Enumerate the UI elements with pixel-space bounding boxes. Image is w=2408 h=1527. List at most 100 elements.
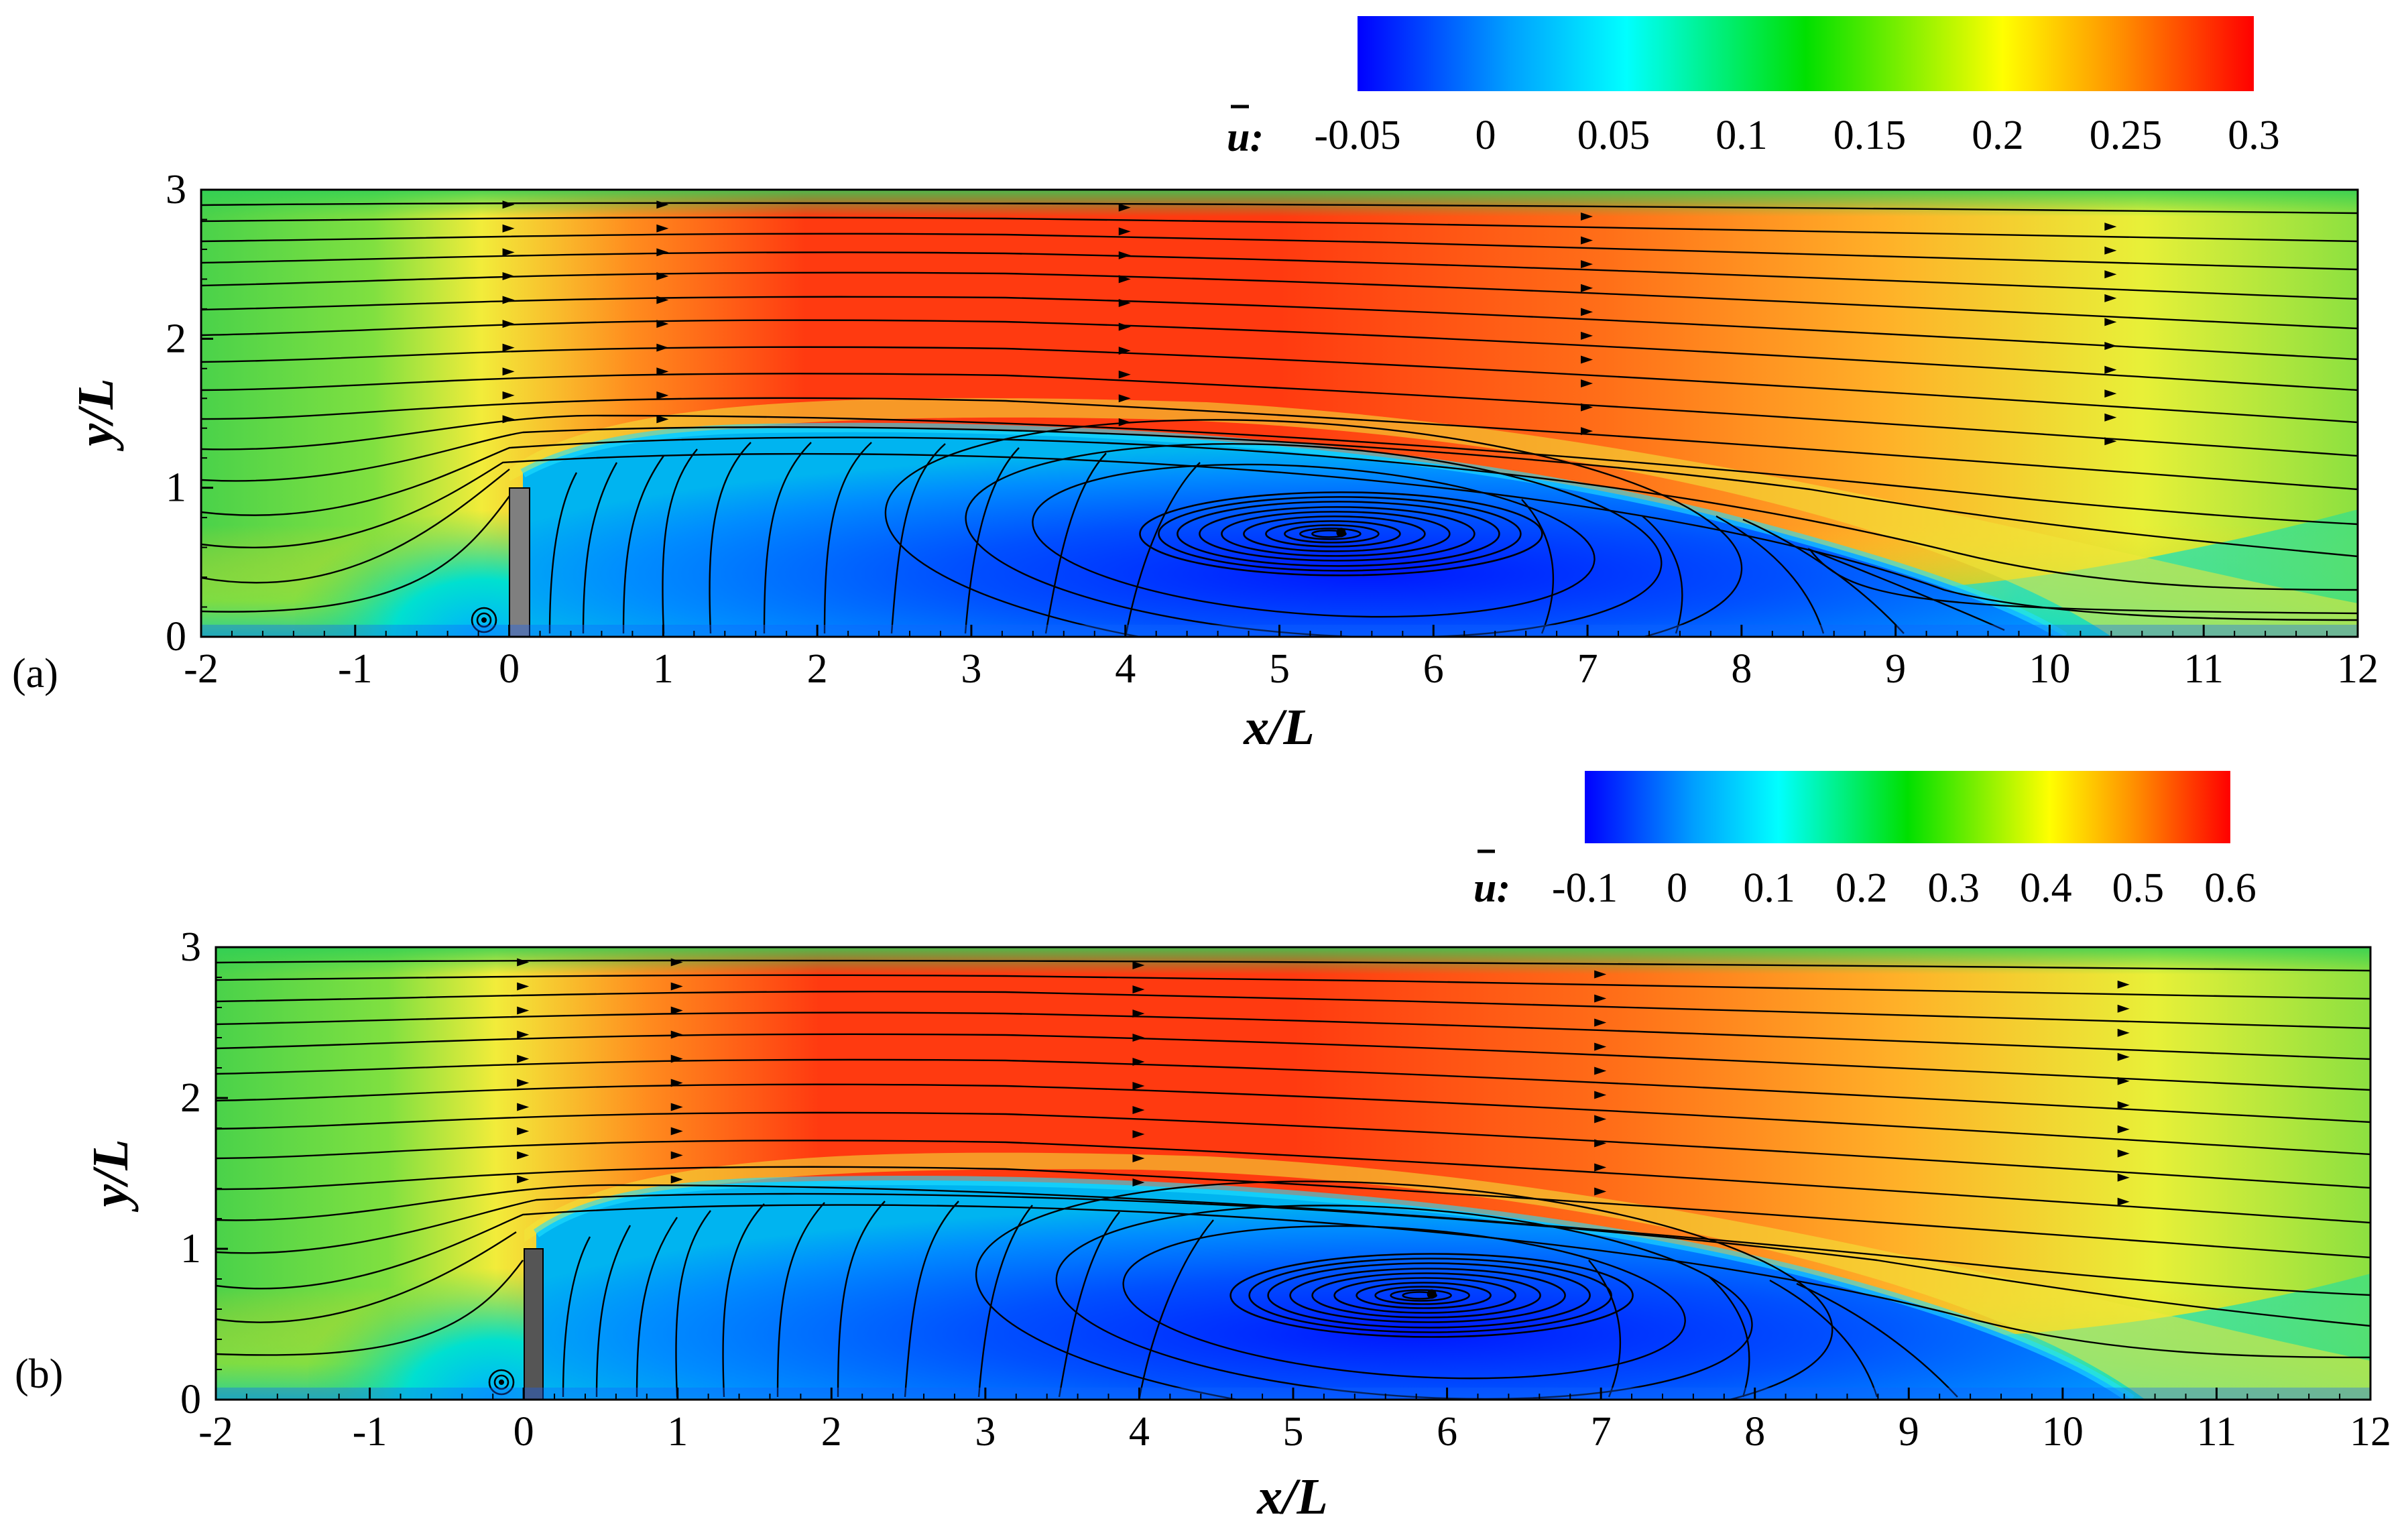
x-tick-label: 6	[1423, 646, 1444, 692]
y-ticks-b: 0 1 2 3	[180, 924, 228, 1422]
streamline-arrow	[2104, 342, 2117, 351]
x-tick-label: 0	[499, 646, 520, 692]
streamline-arrow	[517, 1030, 530, 1039]
y-tick-label: 1	[180, 1226, 201, 1272]
recirculation-loop	[884, 419, 1743, 637]
streamline-arrow	[656, 296, 669, 304]
streamline-arrow	[1594, 1091, 1607, 1099]
vortex-loop	[1229, 1253, 1634, 1338]
x-tick-label: 11	[2183, 646, 2224, 692]
streamline-arrow	[1132, 1082, 1145, 1090]
x-tick-label: 3	[975, 1409, 996, 1455]
streamline-arrow	[1132, 1034, 1145, 1042]
streamline-arrow	[2117, 1028, 2130, 1037]
streamline-arrow	[517, 1079, 530, 1087]
y-tick-label: 1	[166, 465, 186, 511]
panel-b: u: -0.1 0 0.1 0.2 0.3 0.4 0.5 0.6	[15, 771, 2391, 1525]
colorbar-tick-label: 0.6	[2204, 865, 2256, 911]
x-tick-label: 12	[2350, 1409, 2391, 1455]
streamline-arrow	[1581, 403, 1593, 412]
vortex-loop	[1177, 501, 1500, 567]
streamline-arrow	[656, 320, 669, 328]
streamline-arrow	[502, 271, 515, 280]
streamline-arrow	[502, 391, 515, 400]
streamline-arrow	[517, 1103, 530, 1111]
x-tick-label: 1	[653, 646, 674, 692]
streamline-arrow	[1581, 427, 1593, 436]
vortex-loop	[1402, 1291, 1437, 1300]
x-axis-title-b: x/L	[1256, 1469, 1328, 1525]
streamline-arrow	[656, 367, 669, 376]
bubble-streamlines-a	[548, 442, 2358, 634]
vortex-loop	[1390, 1289, 1452, 1302]
upstream-vortex-a	[471, 607, 497, 633]
vortex-loop	[1221, 511, 1451, 557]
streamline-arrow	[2117, 1052, 2130, 1061]
panel-label-a: (a)	[12, 651, 58, 696]
streamline-arrow	[1581, 212, 1593, 221]
recirculation-loop	[1122, 1225, 1686, 1380]
y-tick-label: 0	[180, 1377, 201, 1422]
streamline-arrow	[656, 224, 669, 233]
vortex-loop	[1289, 1268, 1566, 1323]
y-axis-title-a: y/L	[68, 378, 124, 451]
y-tick-label: 2	[180, 1075, 201, 1121]
streamline-arrow	[656, 343, 669, 352]
streamline-arrow	[1594, 1163, 1607, 1172]
y-tick-label: 2	[166, 316, 186, 361]
streamline-arrows-b	[517, 958, 2130, 1206]
x-tick-label: 10	[2042, 1409, 2084, 1455]
x-tick-label: 4	[1115, 646, 1136, 692]
x-tick-label: 9	[1885, 646, 1906, 692]
x-tick-label: 2	[821, 1409, 842, 1455]
vortex-loop	[1333, 1277, 1516, 1314]
streamline-arrow	[1581, 308, 1593, 316]
vortex-loop	[1311, 1272, 1541, 1319]
streamline-arrow	[670, 958, 683, 967]
x-ticks-a: -2 -1 0 1 2 3 4 5 6 7 8 9 10 11 12	[184, 625, 2379, 692]
colorbar-tick-label: 0.2	[1835, 865, 1888, 911]
colorbar-tick-label: 0.15	[1833, 113, 1907, 158]
vortex-loop	[1243, 515, 1426, 552]
streamline-arrow	[517, 1175, 530, 1184]
vortex-loop	[1284, 524, 1380, 544]
y-tick-label: 3	[180, 924, 201, 970]
streamline-arrow	[517, 958, 530, 967]
streamline-arrow	[656, 415, 669, 424]
streamline-arrow	[2104, 270, 2117, 279]
streamline-arrow	[1581, 379, 1593, 388]
y-tick-label: 0	[166, 614, 186, 660]
streamline-arrow	[502, 415, 515, 424]
streamline-arrow	[2117, 1125, 2130, 1134]
colorbar-tick-label: 0.3	[1928, 865, 1980, 911]
streamline-arrow	[670, 1054, 683, 1063]
streamline-arrow	[670, 1006, 683, 1015]
streamline-arrow	[1132, 1178, 1145, 1186]
vortex-loop	[1356, 1282, 1492, 1309]
colorbar-tick-label: 0.1	[1743, 865, 1795, 911]
recirculation-zone-a	[523, 427, 2065, 637]
streamline-arrow	[1594, 970, 1607, 979]
colorbar-tick-label: 0.3	[2228, 113, 2280, 158]
x-tick-label: 5	[1269, 646, 1290, 692]
vortex-center	[1427, 1289, 1437, 1299]
x-ticks-b: -2 -1 0 1 2 3 4 5 6 7 8 9 10 11 12	[198, 1388, 2391, 1455]
x-tick-label: 9	[1899, 1409, 1919, 1455]
streamline-arrow	[502, 367, 515, 376]
streamline-arrows-a	[502, 200, 2117, 446]
streamline-arrow	[2104, 437, 2117, 446]
streamline-arrow	[1581, 355, 1593, 364]
streamline-arrow	[670, 1103, 683, 1111]
streamline-arrow	[1132, 985, 1145, 993]
streamline-arrow	[670, 1079, 683, 1087]
upstream-vortex-b	[488, 1369, 515, 1396]
streamline-arrow	[656, 200, 669, 209]
vortex-loop	[1139, 491, 1543, 576]
x-tick-label: 8	[1744, 1409, 1765, 1455]
vortex-loop	[1265, 520, 1401, 548]
streamline-arrow	[2117, 1197, 2130, 1206]
colorbar-b-ticks: -0.1 0 0.1 0.2 0.3 0.4 0.5 0.6	[1552, 865, 2256, 911]
streamline-arrow	[2104, 389, 2117, 398]
streamline-arrow	[2104, 318, 2117, 326]
x-tick-label: 8	[1731, 646, 1752, 692]
